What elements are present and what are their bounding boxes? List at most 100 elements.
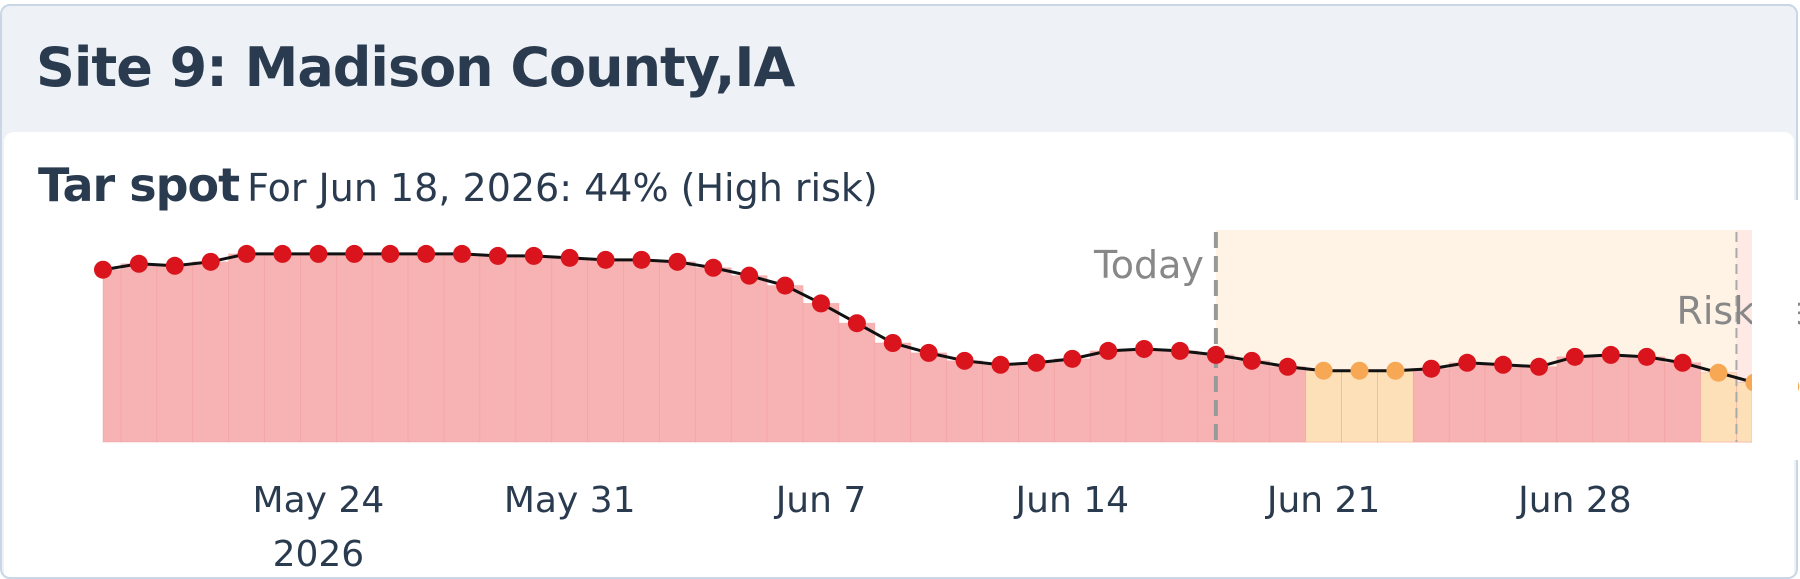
data-point bbox=[1530, 357, 1548, 376]
risk-bar bbox=[1556, 356, 1594, 443]
risk-bar bbox=[730, 275, 768, 443]
risk-bar bbox=[1592, 354, 1630, 443]
risk-bar bbox=[300, 253, 337, 443]
risk-bar bbox=[551, 257, 589, 443]
risk-bar bbox=[1089, 350, 1127, 443]
risk-bar bbox=[1448, 362, 1486, 443]
data-point bbox=[417, 244, 436, 263]
data-point bbox=[1027, 353, 1046, 372]
data-point bbox=[740, 266, 759, 285]
x-tick-label: Jun 7 bbox=[774, 480, 867, 521]
risk-bar bbox=[335, 253, 373, 443]
data-point bbox=[1242, 351, 1261, 370]
data-point bbox=[1422, 359, 1441, 378]
data-point bbox=[1099, 341, 1118, 360]
plot-right-mask bbox=[1752, 200, 1798, 460]
data-point bbox=[1386, 361, 1405, 380]
data-point bbox=[1314, 361, 1333, 380]
risk-bar bbox=[1700, 372, 1737, 443]
data-point bbox=[991, 355, 1010, 374]
data-point bbox=[632, 250, 651, 269]
risk-bar bbox=[1018, 362, 1055, 443]
disease-name: Tar spot bbox=[38, 158, 240, 212]
data-point bbox=[1063, 349, 1082, 368]
risk-bar bbox=[1520, 366, 1558, 443]
data-point bbox=[776, 276, 795, 295]
data-point bbox=[237, 244, 256, 263]
risk-bar bbox=[264, 253, 301, 443]
data-point bbox=[1458, 353, 1477, 372]
risk-bar bbox=[479, 255, 517, 443]
risk-summary: For Jun 18, 2026: 44% (High risk) bbox=[247, 166, 878, 210]
data-point bbox=[273, 244, 292, 263]
data-point bbox=[1709, 363, 1728, 382]
data-point bbox=[345, 244, 364, 263]
risk-bar bbox=[910, 352, 948, 443]
risk-bar bbox=[946, 360, 983, 443]
site-header: Site 9: Madison County,IA bbox=[2, 6, 1796, 132]
risk-bar bbox=[407, 253, 445, 443]
risk-bar bbox=[1484, 364, 1522, 443]
x-tick-label: Jun 21 bbox=[1265, 480, 1381, 521]
risk-bar bbox=[515, 255, 553, 443]
risk-bar bbox=[659, 261, 696, 443]
risk-bar bbox=[874, 342, 912, 443]
data-point bbox=[1171, 341, 1189, 360]
risk-bar bbox=[1341, 370, 1378, 443]
data-point bbox=[1673, 353, 1692, 372]
risk-bar bbox=[102, 269, 122, 443]
data-point bbox=[812, 294, 830, 313]
data-point bbox=[381, 244, 400, 263]
data-point bbox=[1601, 345, 1620, 364]
today-label: Today bbox=[1093, 243, 1204, 287]
data-point bbox=[1278, 357, 1297, 376]
data-point bbox=[94, 260, 112, 279]
data-point bbox=[919, 343, 938, 362]
data-point bbox=[201, 252, 220, 271]
data-point bbox=[704, 258, 723, 277]
x-tick-label: Jun 28 bbox=[1516, 480, 1632, 521]
risk-bar bbox=[766, 285, 804, 443]
risk-bar bbox=[1736, 382, 1753, 443]
data-point bbox=[129, 254, 148, 273]
risk-bar bbox=[1377, 370, 1414, 443]
x-year-label: 2026 bbox=[273, 534, 365, 575]
risk-bar bbox=[587, 259, 624, 443]
data-point bbox=[524, 246, 543, 265]
x-tick-label: May 24 bbox=[253, 480, 385, 521]
data-point bbox=[668, 252, 687, 271]
data-point bbox=[1637, 347, 1656, 366]
data-point bbox=[1135, 339, 1154, 358]
data-point bbox=[1565, 347, 1584, 366]
risk-bar bbox=[443, 253, 481, 443]
site-title: Site 9: Madison County,IA bbox=[36, 36, 795, 99]
data-point bbox=[488, 246, 507, 265]
data-point bbox=[560, 248, 579, 267]
risk-bar bbox=[1628, 356, 1666, 443]
risk-bar bbox=[1412, 368, 1450, 443]
data-point bbox=[309, 244, 328, 263]
risk-bar bbox=[623, 259, 660, 443]
risk-bar bbox=[228, 253, 265, 443]
data-point bbox=[1494, 355, 1513, 374]
data-point bbox=[453, 244, 471, 263]
risk-bar bbox=[120, 263, 158, 443]
risk-bar bbox=[982, 364, 1019, 443]
data-point bbox=[1206, 345, 1225, 364]
data-point bbox=[596, 250, 615, 269]
risk-bar bbox=[1269, 366, 1307, 443]
risk-bar bbox=[1305, 370, 1342, 443]
risk-bar bbox=[192, 261, 230, 443]
data-point bbox=[955, 351, 974, 370]
risk-bar bbox=[156, 265, 194, 443]
data-point bbox=[165, 256, 184, 275]
risk-bar bbox=[694, 267, 732, 443]
risk-bar bbox=[1233, 360, 1271, 443]
risk-bar bbox=[1053, 358, 1091, 443]
data-point bbox=[883, 334, 902, 352]
risk-bar bbox=[1125, 348, 1163, 443]
data-point bbox=[847, 314, 866, 333]
risk-bar bbox=[1664, 362, 1701, 443]
data-point bbox=[1350, 361, 1369, 380]
